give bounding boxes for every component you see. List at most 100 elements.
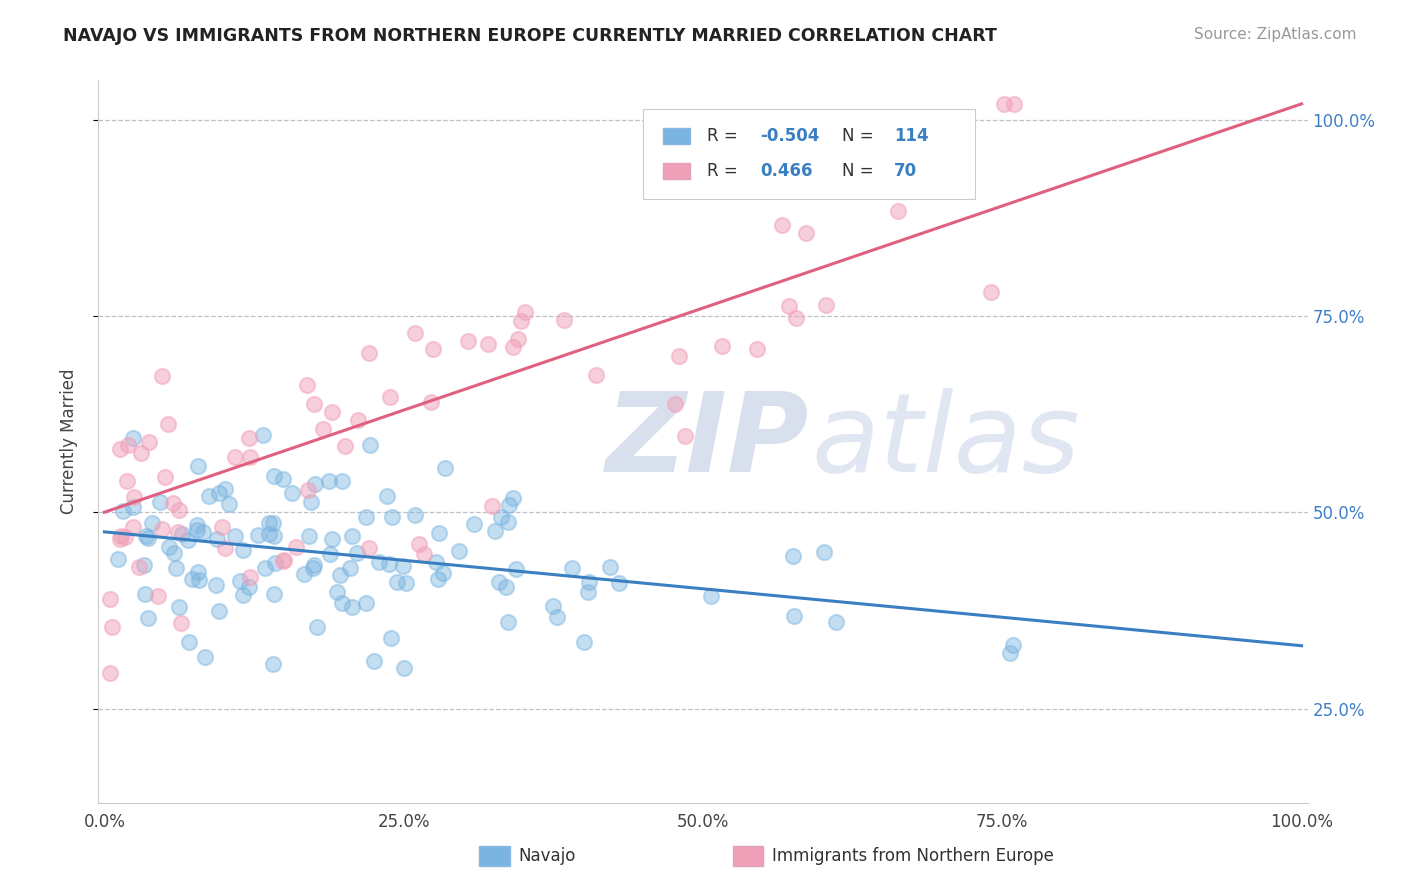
Point <box>673 428 696 442</box>
Text: 114: 114 <box>894 127 929 145</box>
Point <box>321 533 343 547</box>
Point <box>136 610 159 624</box>
Point <box>108 532 131 546</box>
Point <box>146 590 169 604</box>
Point <box>115 474 138 488</box>
Point <box>187 459 209 474</box>
Point <box>186 524 208 538</box>
Point <box>380 390 402 404</box>
Point <box>179 635 201 649</box>
Point <box>135 529 157 543</box>
Point <box>585 368 607 382</box>
Point <box>302 561 325 575</box>
Point <box>502 340 524 354</box>
Point <box>354 596 377 610</box>
Point <box>422 342 444 356</box>
Point <box>208 485 231 500</box>
Point <box>307 620 329 634</box>
Point <box>205 578 228 592</box>
Point <box>425 555 447 569</box>
Point <box>107 552 129 566</box>
Point <box>187 565 209 579</box>
Point <box>110 442 132 456</box>
FancyBboxPatch shape <box>734 847 763 866</box>
Point <box>505 562 527 576</box>
Point <box>112 504 135 518</box>
Point <box>700 589 723 603</box>
Point <box>297 377 319 392</box>
Point <box>150 369 173 384</box>
Point <box>342 600 364 615</box>
Text: N =: N = <box>842 161 879 179</box>
Point <box>488 575 510 590</box>
Point <box>214 482 236 496</box>
Point <box>359 438 381 452</box>
Point <box>169 503 191 517</box>
Point <box>312 422 335 436</box>
Point <box>162 496 184 510</box>
Point <box>354 509 377 524</box>
Text: atlas: atlas <box>811 388 1080 495</box>
Point <box>381 510 404 524</box>
FancyBboxPatch shape <box>643 109 976 200</box>
Point <box>302 397 325 411</box>
Point <box>363 654 385 668</box>
Point <box>404 326 426 341</box>
Point <box>745 343 768 357</box>
Point <box>509 314 531 328</box>
Point <box>299 495 322 509</box>
Point <box>302 558 325 573</box>
Point <box>404 508 426 523</box>
Point <box>177 533 200 547</box>
Point <box>101 620 124 634</box>
Point <box>340 529 363 543</box>
Point <box>980 285 1002 300</box>
Point <box>576 585 599 599</box>
Point <box>481 499 503 513</box>
Point <box>169 599 191 614</box>
Point <box>193 524 215 539</box>
Point <box>238 431 260 445</box>
Point <box>664 397 686 411</box>
Point <box>387 574 409 589</box>
Point <box>375 489 398 503</box>
Point <box>292 566 315 581</box>
Point <box>408 537 430 551</box>
Point <box>814 298 837 312</box>
Point <box>263 516 285 530</box>
Point <box>114 530 136 544</box>
Point <box>262 657 284 671</box>
Point <box>157 540 180 554</box>
Point <box>321 405 343 419</box>
Point <box>339 561 361 575</box>
Point <box>271 554 294 568</box>
Point <box>281 486 304 500</box>
Point <box>224 450 246 464</box>
Point <box>419 395 441 409</box>
Point <box>211 520 233 534</box>
Point <box>541 599 564 613</box>
Point <box>578 575 600 590</box>
Point <box>993 96 1015 111</box>
Point <box>263 469 285 483</box>
Point <box>271 472 294 486</box>
Point <box>239 570 262 584</box>
Point <box>98 591 121 606</box>
Point <box>319 547 342 561</box>
Text: Navajo: Navajo <box>517 847 575 865</box>
Point <box>329 568 352 582</box>
Point <box>194 650 217 665</box>
FancyBboxPatch shape <box>664 162 690 178</box>
Point <box>392 559 415 574</box>
Point <box>128 560 150 574</box>
Point <box>782 549 804 563</box>
Point <box>232 588 254 602</box>
Text: R =: R = <box>707 127 742 145</box>
Point <box>998 646 1021 660</box>
FancyBboxPatch shape <box>664 128 690 144</box>
Point <box>224 529 246 543</box>
Point <box>198 489 221 503</box>
Point <box>380 631 402 645</box>
Point <box>150 522 173 536</box>
Point <box>333 439 356 453</box>
